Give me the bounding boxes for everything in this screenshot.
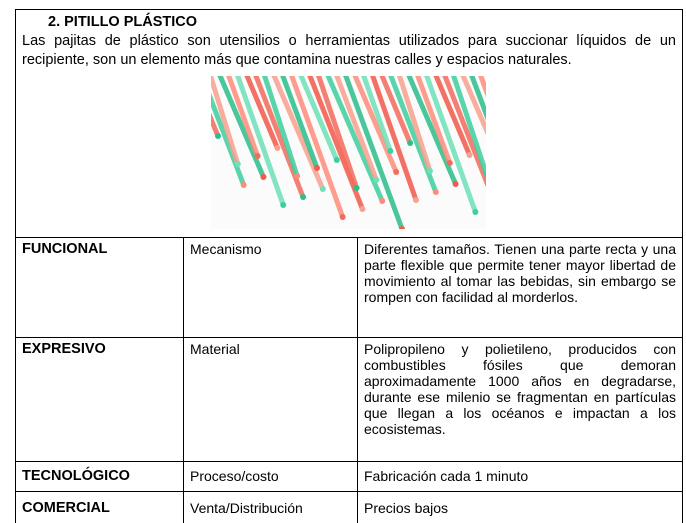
straw	[352, 76, 399, 175]
header-cell: 2. PITILLO PLÁSTICO Las pajitas de plást…	[15, 9, 683, 238]
straw	[316, 76, 360, 191]
straw	[469, 76, 486, 121]
cell: Mecanismo	[183, 237, 358, 338]
straw	[244, 76, 280, 151]
straw	[235, 76, 286, 208]
straw	[353, 185, 360, 191]
cell: Material	[183, 337, 358, 462]
straw	[314, 165, 320, 171]
straw	[451, 76, 486, 181]
cell: Venta/Distribución	[183, 491, 358, 523]
straw	[254, 153, 261, 159]
straw	[359, 206, 366, 212]
straw	[379, 76, 413, 146]
straw	[373, 177, 380, 183]
cell: Fabricación cada 1 minuto	[357, 461, 683, 492]
row: EXPRESIVO Material Polipropileno y polie…	[15, 337, 683, 462]
row: COMERCIAL Venta/Distribución Precios baj…	[15, 491, 683, 523]
straw	[343, 76, 405, 229]
straw	[289, 76, 346, 220]
straws-image	[211, 76, 486, 229]
cell: Precios bajos	[357, 491, 683, 523]
straw	[407, 140, 414, 146]
cell: Proceso/costo	[183, 461, 358, 492]
straw	[379, 198, 386, 204]
straw	[452, 181, 459, 187]
document: 2. PITILLO PLÁSTICO Las pajitas de plást…	[15, 9, 683, 523]
straw	[442, 76, 486, 188]
straw	[217, 76, 266, 180]
straw	[396, 76, 433, 174]
straw	[294, 173, 301, 179]
cell: Polipropileno y polietileno, producidos …	[357, 337, 683, 462]
straw	[260, 174, 267, 180]
straw	[215, 133, 221, 139]
cell: FUNCIONAL	[15, 237, 184, 338]
straw	[393, 169, 400, 175]
row: TECNOLÓGICO Proceso/costo Fabricación ca…	[15, 461, 683, 492]
straw	[399, 226, 406, 229]
straw	[333, 157, 340, 163]
straw	[432, 189, 439, 195]
straw	[274, 145, 281, 151]
straw	[406, 76, 459, 187]
straw	[370, 76, 419, 203]
description: Las pajitas de plástico son utensilios o…	[22, 33, 676, 68]
straw	[325, 76, 385, 204]
straw	[387, 148, 394, 154]
cell: Diferentes tamaños. Tienen una parte rec…	[357, 237, 683, 338]
cell: COMERCIAL	[15, 491, 184, 523]
straw	[211, 76, 241, 167]
cell: TECNOLÓGICO	[15, 461, 184, 492]
straw	[433, 76, 473, 158]
straw	[234, 161, 241, 167]
straw	[413, 197, 419, 203]
straw	[298, 76, 340, 163]
straw	[446, 160, 453, 166]
section-title: 2. PITILLO PLÁSTICO	[48, 14, 198, 30]
straw	[319, 186, 326, 192]
straw	[472, 209, 479, 215]
cell: EXPRESIVO	[15, 337, 184, 462]
straw	[261, 76, 300, 179]
straw	[361, 76, 393, 154]
straw	[211, 112, 221, 139]
straw	[334, 76, 379, 183]
straw	[240, 182, 247, 188]
table: 2. PITILLO PLÁSTICO Las pajitas de plást…	[15, 9, 683, 523]
straw	[339, 214, 346, 220]
straw	[466, 152, 473, 158]
straw	[280, 202, 287, 208]
header-row: 2. PITILLO PLÁSTICO Las pajitas de plást…	[15, 9, 683, 238]
straw	[226, 76, 261, 159]
row: FUNCIONAL Mecanismo Diferentes tamaños. …	[15, 237, 683, 338]
straw	[300, 194, 307, 200]
straw	[424, 76, 478, 215]
straw	[415, 76, 453, 166]
straw	[460, 76, 486, 136]
straw	[426, 168, 433, 174]
straw	[280, 76, 320, 171]
